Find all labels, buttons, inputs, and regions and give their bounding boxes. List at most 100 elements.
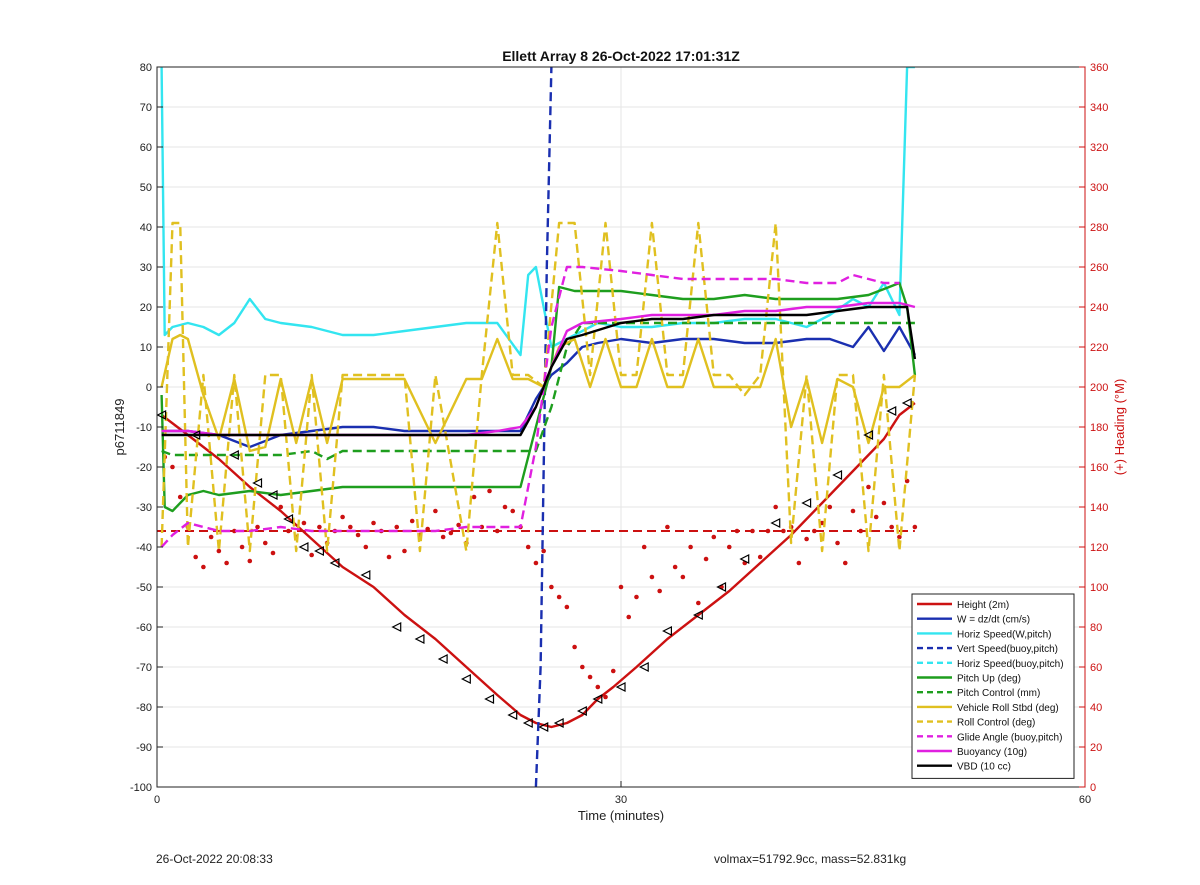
heading-point (781, 528, 786, 534)
series-line-w-dz-dt-cm-s (161, 325, 916, 449)
y2-tick-label: 240 (1090, 302, 1108, 314)
y2-tick-label: 200 (1090, 382, 1108, 394)
y2-tick-label: 0 (1090, 782, 1096, 794)
heading-point (649, 574, 655, 580)
heading-point (247, 558, 253, 564)
heading-point (734, 528, 740, 534)
legend-label-vehicle-roll-stbd-deg: Vehicle Roll Stbd (deg) (957, 703, 1059, 714)
y-tick-label: 70 (140, 102, 152, 114)
series-line-horiz-speed-w-pitch (160, 67, 915, 357)
y-tick-label: -70 (136, 662, 152, 674)
y-axis-left: -100-90-80-70-60-50-40-30-20-10010203040… (130, 62, 163, 794)
heading-point (603, 694, 608, 700)
legend-label-horiz-speed-buoy-pitch: Horiz Speed(buoy,pitch) (957, 659, 1064, 670)
heading-point (711, 534, 717, 540)
y2-tick-label: 40 (1090, 702, 1102, 714)
heading-point (757, 554, 763, 560)
heading-point (201, 564, 206, 570)
y-tick-label: 20 (140, 302, 152, 314)
y2-tick-label: 100 (1090, 582, 1108, 594)
heading-point (301, 520, 307, 526)
heading-point (317, 524, 322, 530)
height-marker (538, 722, 549, 732)
heading-point (309, 552, 314, 558)
height-marker (592, 694, 603, 704)
y-axis-right: 0 20 40 60 80 100 120 140 160 180 200 220 240 260 280 3… (1079, 62, 1108, 794)
heading-point (657, 588, 662, 594)
heading-point (170, 464, 175, 470)
height-marker (228, 450, 239, 460)
series-line-height-2m (160, 402, 916, 729)
legend-label-vbd-10-cc: VBD (10 cc) (957, 762, 1011, 773)
heading-point (850, 508, 856, 514)
height-marker (863, 430, 874, 440)
heading-point (665, 524, 670, 530)
heading-point (502, 504, 508, 510)
x-axis-label: Time (minutes) (578, 808, 664, 823)
heading-point (433, 508, 438, 514)
y-tick-label: 0 (146, 382, 152, 394)
x-axis: 0 30 60 (154, 781, 1091, 806)
y2-tick-label: 160 (1090, 462, 1108, 474)
y-tick-label: 10 (140, 342, 152, 354)
height-marker (484, 694, 495, 704)
y-tick-label: 40 (140, 222, 152, 234)
legend-label-roll-control-deg: Roll Control (deg) (957, 718, 1035, 729)
height-marker (283, 514, 294, 524)
y2-tick-label: 120 (1090, 542, 1108, 554)
y-tick-label: 50 (140, 182, 152, 194)
height-marker (615, 682, 626, 692)
height-marker (252, 478, 263, 488)
heading-point (386, 554, 392, 560)
heading-point (595, 684, 601, 690)
heading-point (440, 534, 446, 540)
height-marker (507, 710, 518, 720)
y2-tick-label: 260 (1090, 262, 1108, 274)
y-tick-label: 60 (140, 142, 152, 154)
series-line-pitch-up-deg (160, 281, 917, 513)
y-tick-label: -50 (136, 582, 152, 594)
heading-point (703, 556, 709, 562)
heading-point (572, 644, 577, 650)
heading-point (688, 544, 693, 550)
legend-box (911, 593, 1075, 779)
y-tick-label: -80 (136, 702, 152, 714)
heading-point (827, 504, 833, 510)
heading-point (750, 528, 755, 534)
y2-tick-label: 180 (1090, 422, 1108, 434)
height-marker (360, 570, 371, 580)
heading-point (765, 528, 771, 534)
footer-timestamp: 26-Oct-2022 20:08:33 (156, 852, 273, 866)
heading-point (533, 560, 539, 566)
heading-point (541, 548, 546, 554)
height-marker (157, 410, 167, 420)
series-line-vbd-10-cc (161, 305, 917, 437)
y2-tick-label: 140 (1090, 502, 1108, 514)
heading-point (812, 528, 817, 534)
heading-point (842, 560, 848, 566)
height-marker (522, 718, 533, 728)
y2-tick-label: 300 (1090, 182, 1108, 194)
y-tick-label: -100 (130, 782, 152, 794)
heading-point (394, 524, 400, 530)
y2-tick-label: 280 (1090, 222, 1108, 234)
heading-point (796, 560, 802, 566)
height-marker (437, 654, 448, 664)
heading-point (216, 548, 222, 554)
chart-title: Ellett Array 8 26-Oct-2022 17:01:31Z (502, 48, 740, 64)
height-marker (391, 622, 402, 632)
heading-point (286, 528, 291, 534)
heading-point (270, 550, 276, 556)
height-marker (314, 546, 324, 556)
legend-label-glide-angle-buoy-pitch: Glide Angle (buoy,pitch) (957, 732, 1062, 743)
heading-point (773, 504, 778, 510)
heading-point (580, 664, 585, 670)
height-marker (553, 718, 564, 728)
legend-label-vert-speed-buoy-pitch: Vert Speed(buoy,pitch) (957, 644, 1058, 655)
y-tick-label: -40 (136, 542, 152, 554)
y2-axis-label: (+) Heading (°M) (1112, 379, 1127, 476)
heading-point (340, 514, 345, 520)
heading-point (425, 526, 430, 532)
y-tick-label: -90 (136, 742, 152, 754)
